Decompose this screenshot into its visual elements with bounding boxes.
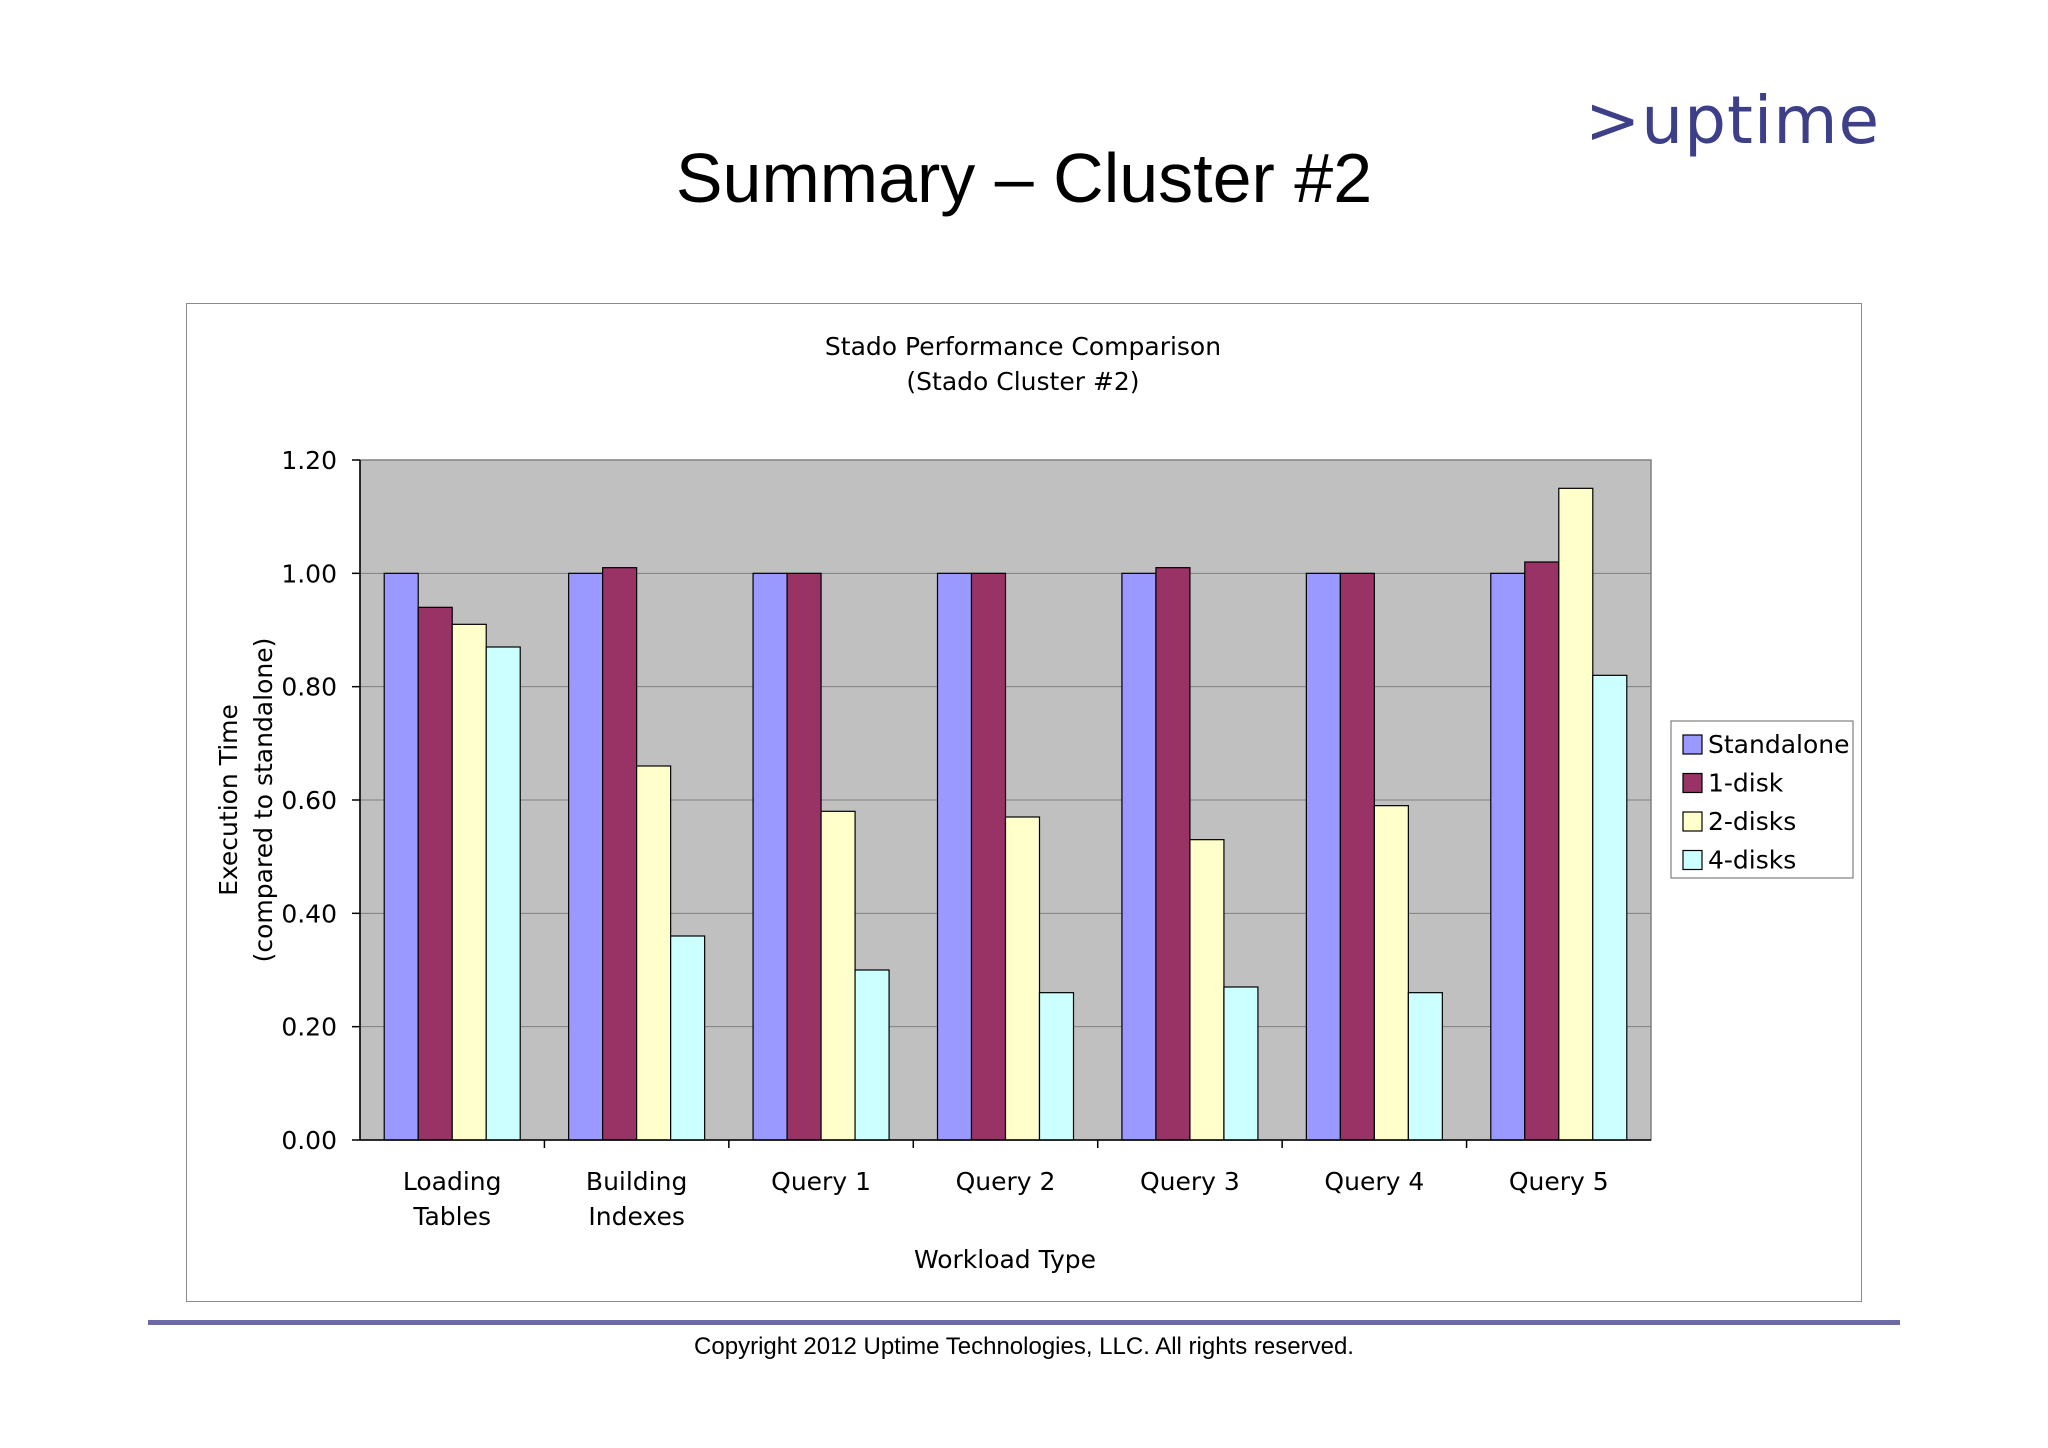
y-tick-label: 0.20 [281,1013,337,1042]
x-tick-label: Indexes [588,1202,684,1231]
x-tick-label: Loading [403,1167,502,1196]
bar-4-disks [1407,992,1443,1141]
bar-4-disks [1223,986,1259,1141]
bar-standalone [752,572,788,1141]
x-tick-label: Query 3 [1140,1167,1240,1196]
copyright-text: Copyright 2012 Uptime Technologies, LLC.… [694,1333,1354,1360]
chart-title-line1: Stado Performance Comparison [825,332,1221,361]
legend-swatch [1682,849,1703,871]
y-axis-label-line1: Execution Time [214,704,243,896]
bar-1-disk [602,567,638,1141]
x-tick-label: Tables [412,1202,491,1231]
y-tick-label: 0.00 [281,1126,337,1155]
y-axis-label: Execution Time (compared to standalone) [214,638,278,963]
bar-4-disks [854,969,890,1141]
legend-swatch [1682,734,1703,755]
bar-1-disk [786,572,822,1141]
legend: Standalone 1-disk 2-disks 4-disks [1670,720,1854,879]
y-tick-label: 1.20 [281,446,337,475]
bar-standalone [1305,572,1341,1141]
bars [383,487,1628,1141]
bar-1-disk [1339,572,1375,1141]
bar-1-disk [970,572,1007,1141]
bar-standalone [1121,572,1157,1141]
bar-2-disks [636,765,672,1141]
legend-label: 4-disks [1708,846,1796,875]
bar-2-disks [451,623,487,1141]
x-tick-label: Query 1 [771,1167,871,1196]
footer-rule [148,1320,1900,1325]
bar-1-disk [1155,567,1191,1141]
bar-4-disks [1038,992,1075,1141]
legend-label: Standalone [1708,730,1850,759]
uptime-logo: >uptime [1585,82,1881,159]
chart-title-line2: (Stado Cluster #2) [906,367,1139,396]
x-tick-labels: Loading Tables Building Indexes Query 1 Query… [403,1167,1609,1231]
bar-2-disks [1373,805,1409,1141]
y-tick-label: 0.60 [281,786,337,815]
legend-label: 2-disks [1708,807,1796,836]
bar-2-disks [1189,839,1225,1141]
y-tick-labels: 0.00 0.20 0.40 0.60 0.80 1.00 1.20 [281,446,337,1155]
bar-4-disks [670,935,706,1141]
bar-2-disks [1558,487,1594,1141]
bar-1-disk [417,606,453,1141]
x-axis-label: Workload Type [914,1245,1096,1274]
x-tick-label: Query 4 [1324,1167,1424,1196]
legend-swatch [1682,811,1703,832]
bar-4-disks [1592,674,1628,1141]
legend-label: 1-disk [1708,769,1784,798]
bar-4-disks [485,646,521,1141]
bar-2-disks [1004,816,1041,1141]
y-axis-label-line2: (compared to standalone) [249,638,278,963]
bar-standalone [568,572,604,1141]
y-tick-label: 1.00 [281,559,337,588]
bar-standalone [383,572,419,1141]
bar-1-disk [1524,561,1560,1141]
x-tick-label: Building [586,1167,687,1196]
bar-standalone [1490,572,1526,1141]
bar-2-disks [820,810,856,1141]
x-tick-label: Query 5 [1509,1167,1609,1196]
bar-standalone [936,572,973,1141]
x-tick-label: Query 2 [956,1167,1056,1196]
y-tick-label: 0.80 [281,673,337,702]
y-tick-label: 0.40 [281,899,337,928]
slide-title: Summary – Cluster #2 [675,139,1373,217]
axes [359,460,1651,1141]
legend-swatch [1682,772,1703,794]
